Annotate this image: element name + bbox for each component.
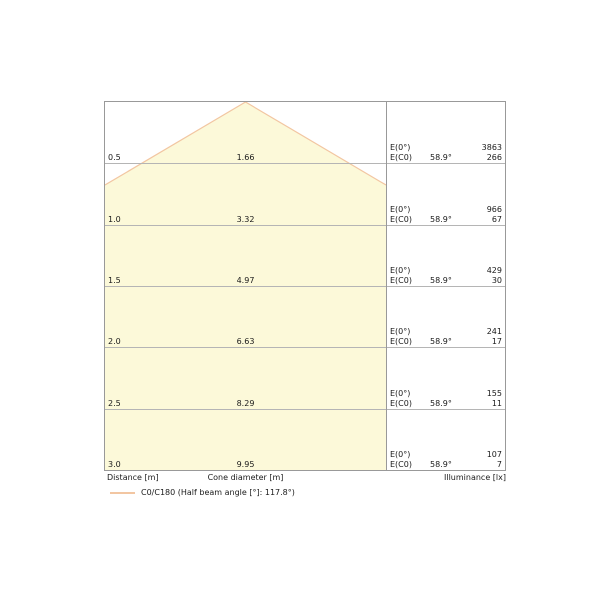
- e0-value: 241: [486, 327, 502, 337]
- ec0-value: 30: [491, 275, 502, 285]
- e0-label: E(0°): [390, 205, 411, 215]
- ec0-label: E(C0): [390, 214, 412, 224]
- cone-diagram-plot: 0.5 1.66 E(0°) 3863 E(C0) 58.9° 266 1.0 …: [104, 101, 506, 471]
- beam-angle-value: 58.9°: [430, 152, 452, 162]
- e0-value: 155: [486, 389, 502, 399]
- cone-diameter-axis-label: Cone diameter [m]: [207, 473, 284, 482]
- e0-line: E(0°) 429: [390, 266, 502, 275]
- illuminance-panel-divider: [386, 102, 387, 470]
- ec0-line: E(C0) 58.9° 266: [390, 153, 502, 162]
- e0-label: E(0°): [390, 327, 411, 337]
- ec0-label: E(C0): [390, 152, 412, 162]
- cone-edge-right: [245, 102, 386, 186]
- illuminance-axis-label: Illuminance [lx]: [444, 473, 506, 482]
- e0-angle: [430, 450, 464, 459]
- cone-diameter-value: 6.63: [236, 337, 255, 346]
- distance-value: 3.0: [108, 460, 121, 469]
- ec0-label: E(C0): [390, 398, 412, 408]
- ec0-label: E(C0): [390, 336, 412, 346]
- e0-value: 429: [486, 266, 502, 276]
- illuminance-block: E(0°) 966 E(C0) 58.9° 67: [390, 205, 502, 224]
- cone-diameter-value: 9.95: [236, 460, 255, 469]
- illuminance-block: E(0°) 3863 E(C0) 58.9° 266: [390, 143, 502, 162]
- e0-angle: [430, 143, 464, 152]
- ec0-value: 7: [496, 459, 502, 469]
- e0-line: E(0°) 966: [390, 205, 502, 214]
- illuminance-block: E(0°) 107 E(C0) 58.9° 7: [390, 450, 502, 469]
- beam-angle-value: 58.9°: [430, 398, 452, 408]
- e0-line: E(0°) 155: [390, 389, 502, 398]
- distance-value: 2.0: [108, 337, 121, 346]
- ec0-line: E(C0) 58.9° 67: [390, 215, 502, 224]
- distance-value: 1.0: [108, 215, 121, 224]
- illuminance-block: E(0°) 155 E(C0) 58.9° 11: [390, 389, 502, 408]
- ec0-line: E(C0) 58.9° 11: [390, 399, 502, 408]
- distance-value: 0.5: [108, 153, 121, 162]
- e0-line: E(0°) 241: [390, 327, 502, 336]
- legend-line-swatch: [110, 492, 135, 494]
- e0-label: E(0°): [390, 389, 411, 399]
- ec0-line: E(C0) 58.9° 17: [390, 337, 502, 346]
- beam-angle-value: 58.9°: [430, 214, 452, 224]
- legend-label: C0/C180 (Half beam angle [°]: 117.8°): [141, 488, 295, 497]
- legend: C0/C180 (Half beam angle [°]: 117.8°): [110, 488, 295, 498]
- e0-label: E(0°): [390, 143, 411, 153]
- beam-angle-value: 58.9°: [430, 336, 452, 346]
- ec0-value: 11: [491, 398, 502, 408]
- cone-diameter-value: 4.97: [236, 276, 255, 285]
- illuminance-block: E(0°) 429 E(C0) 58.9° 30: [390, 266, 502, 285]
- ec0-value: 266: [486, 152, 502, 162]
- e0-value: 3863: [481, 143, 502, 153]
- e0-angle: [430, 266, 464, 275]
- e0-line: E(0°) 107: [390, 450, 502, 459]
- e0-value: 966: [486, 205, 502, 215]
- illuminance-block: E(0°) 241 E(C0) 58.9° 17: [390, 327, 502, 346]
- gridline-1.5m: [105, 286, 505, 287]
- beam-angle-value: 58.9°: [430, 275, 452, 285]
- e0-label: E(0°): [390, 450, 411, 460]
- e0-angle: [430, 205, 464, 214]
- ec0-line: E(C0) 58.9° 7: [390, 460, 502, 469]
- cone-diameter-value: 3.32: [236, 215, 255, 224]
- e0-value: 107: [486, 450, 502, 460]
- ec0-line: E(C0) 58.9° 30: [390, 276, 502, 285]
- gridline-0.5m: [105, 163, 505, 164]
- gridline-1.0m: [105, 225, 505, 226]
- distance-value: 2.5: [108, 399, 121, 408]
- ec0-label: E(C0): [390, 459, 412, 469]
- cone-edge-left: [105, 102, 246, 186]
- ec0-label: E(C0): [390, 275, 412, 285]
- gridline-2.0m: [105, 347, 505, 348]
- ec0-value: 17: [491, 336, 502, 346]
- cone-diameter-value: 8.29: [236, 399, 255, 408]
- e0-label: E(0°): [390, 266, 411, 276]
- distance-axis-label: Distance [m]: [107, 473, 159, 482]
- e0-line: E(0°) 3863: [390, 143, 502, 152]
- ec0-value: 67: [491, 214, 502, 224]
- beam-angle-value: 58.9°: [430, 459, 452, 469]
- e0-angle: [430, 389, 464, 398]
- gridline-2.5m: [105, 409, 505, 410]
- cone-diameter-value: 1.66: [236, 153, 255, 162]
- e0-angle: [430, 327, 464, 336]
- distance-value: 1.5: [108, 276, 121, 285]
